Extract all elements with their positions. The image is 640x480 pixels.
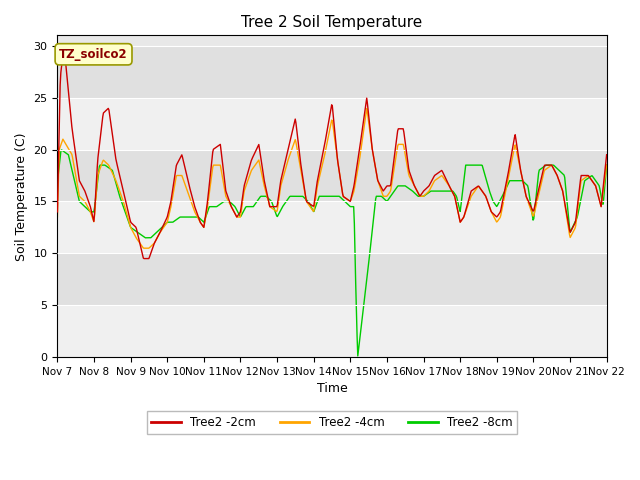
Tree2 -8cm	[388, 191, 396, 197]
X-axis label: Time: Time	[317, 383, 348, 396]
Tree2 -8cm	[54, 183, 61, 189]
Tree2 -4cm	[388, 178, 396, 184]
Tree2 -8cm	[528, 208, 536, 214]
Tree2 -2cm	[60, 46, 68, 51]
Tree2 -4cm	[405, 171, 413, 177]
Tree2 -8cm	[374, 193, 381, 199]
Tree2 -2cm	[472, 185, 479, 191]
Tree2 -8cm	[88, 209, 95, 215]
Tree2 -4cm	[140, 245, 148, 251]
Bar	[58, 305, 607, 357]
Line: Tree2 -4cm: Tree2 -4cm	[58, 108, 607, 248]
Line: Tree2 -2cm: Tree2 -2cm	[58, 48, 607, 259]
Tree2 -4cm	[374, 178, 381, 183]
Tree2 -2cm	[528, 205, 536, 211]
Tree2 -8cm	[472, 162, 479, 168]
Tree2 -2cm	[54, 209, 61, 215]
Tree2 -8cm	[354, 353, 362, 359]
Tree2 -8cm	[405, 185, 413, 191]
Tree2 -2cm	[374, 178, 381, 183]
Bar	[58, 150, 607, 202]
Tree2 -8cm	[603, 162, 611, 168]
Tree2 -4cm	[363, 106, 371, 111]
Tree2 -4cm	[54, 214, 61, 220]
Legend: Tree2 -2cm, Tree2 -4cm, Tree2 -8cm: Tree2 -2cm, Tree2 -4cm, Tree2 -8cm	[147, 411, 517, 434]
Tree2 -4cm	[603, 162, 611, 168]
Tree2 -4cm	[528, 209, 536, 215]
Text: TZ_soilco2: TZ_soilco2	[60, 48, 128, 61]
Title: Tree 2 Soil Temperature: Tree 2 Soil Temperature	[241, 15, 422, 30]
Tree2 -2cm	[603, 152, 611, 157]
Tree2 -2cm	[88, 210, 95, 216]
Bar	[58, 253, 607, 305]
Bar	[58, 97, 607, 150]
Tree2 -2cm	[405, 166, 413, 171]
Bar	[58, 202, 607, 253]
Tree2 -4cm	[87, 211, 95, 217]
Tree2 -2cm	[388, 171, 396, 177]
Line: Tree2 -8cm: Tree2 -8cm	[58, 150, 607, 356]
Tree2 -8cm	[58, 147, 65, 153]
Bar	[58, 46, 607, 97]
Y-axis label: Soil Temperature (C): Soil Temperature (C)	[15, 132, 28, 261]
Tree2 -4cm	[472, 188, 479, 193]
Tree2 -2cm	[140, 256, 148, 262]
